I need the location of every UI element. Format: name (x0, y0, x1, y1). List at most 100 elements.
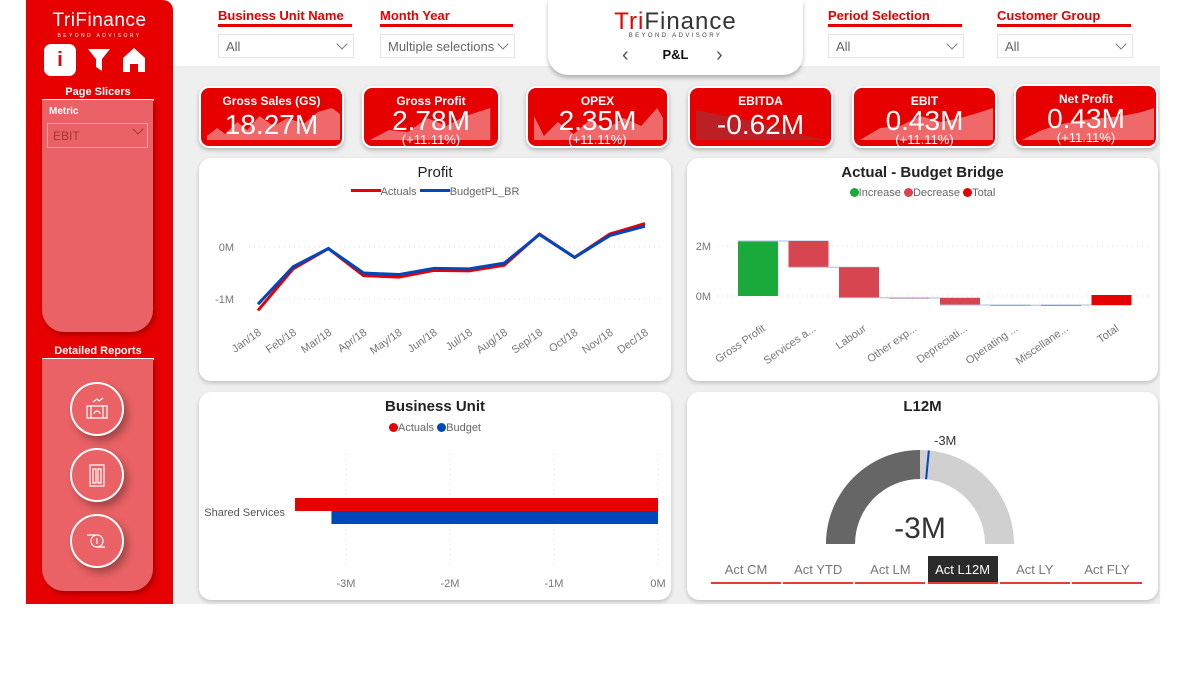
x-tick-label: May/18 (368, 327, 404, 358)
filter-icon[interactable] (83, 44, 115, 76)
gauge-value: -3M (894, 512, 946, 545)
cashflow-report-button[interactable] (70, 514, 124, 568)
legend-actuals: Actuals (397, 422, 435, 434)
kpi-title: EBIT (910, 94, 939, 108)
gauge-fill (826, 450, 920, 544)
waterfall-bar-decrease (940, 298, 980, 305)
sidebar-logo: TriFinance (52, 10, 147, 31)
next-page-button[interactable]: › (716, 44, 723, 66)
kpi-change: (+11.11%) (895, 132, 954, 147)
prev-page-button[interactable]: ‹ (622, 44, 629, 66)
gauge-target-label: -3M (934, 433, 956, 448)
x-tick-label: Total (1095, 323, 1121, 346)
sidebar-logo-tagline: BEYOND ADVISORY (57, 33, 142, 39)
tab-act-ytd[interactable]: Act YTD (783, 556, 854, 584)
slicer-2: Period Selection All (828, 8, 964, 58)
chevron-down-icon (336, 38, 348, 50)
profit-chart-title: Profit (417, 164, 453, 181)
x-tick-label: Jan/18 (230, 327, 264, 356)
slicer-label: Month Year (380, 8, 513, 27)
kpi-value: 18.27M (224, 109, 319, 140)
business-unit-legend: Actuals Budget (199, 422, 671, 434)
l12m-gauge: -3M -3M (826, 433, 1014, 545)
slicer-label: Customer Group (997, 8, 1131, 27)
y-tick-label: 0M (219, 242, 234, 254)
metric-dropdown[interactable]: EBIT (47, 123, 148, 148)
x-tick-label: Jul/18 (444, 327, 475, 354)
document-report-button[interactable] (70, 448, 124, 502)
home-icon[interactable] (118, 44, 150, 76)
kpi-change: (+11.11%) (568, 132, 627, 147)
series-line-budgetpl_br (256, 224, 646, 306)
x-tick-label: Oct/18 (547, 327, 580, 355)
kpi-title: EBITDA (738, 94, 783, 108)
x-tick-label: 0M (650, 578, 665, 590)
legend-swatch-actuals (350, 189, 381, 192)
tab-act-fly[interactable]: Act FLY (1072, 556, 1142, 584)
growth-report-icon (86, 397, 108, 419)
tab-act-cm[interactable]: Act CM (711, 556, 781, 584)
waterfall-bar-increase (738, 241, 778, 296)
header-logo: TriFinance (614, 8, 737, 35)
kpi-card[interactable]: Gross Sales (GS) 18.27M (199, 86, 344, 148)
waterfall-bar-decrease (788, 241, 829, 268)
slicer-value: All (1005, 38, 1020, 54)
metric-value: EBIT (53, 129, 80, 143)
legend-total: Total (972, 187, 996, 199)
page-nav: TriFinance BEYOND ADVISORY ‹ P&L › (548, 0, 803, 75)
legend-increase: Increase (858, 187, 901, 199)
legend-budget: Budget (446, 422, 481, 434)
growth-report-button[interactable] (70, 382, 124, 436)
metric-label: Metric (49, 106, 79, 117)
page-slicers-panel: Metric EBIT (42, 100, 153, 332)
slicer-dropdown[interactable]: All (828, 34, 964, 58)
waterfall-bar-decrease (839, 267, 879, 298)
kpi-sparkline (860, 108, 993, 140)
waterfall-bar-total (1091, 295, 1132, 305)
kpi-card[interactable]: EBITDA -0.62M (688, 86, 833, 148)
kpi-sparkline (370, 108, 491, 140)
kpi-value: 2.35M (558, 105, 637, 136)
slicer-dropdown[interactable]: All (997, 34, 1133, 58)
kpi-card[interactable]: OPEX 2.35M (+11.11%) (526, 86, 669, 148)
x-tick-label: -1M (545, 578, 564, 590)
tab-act-lm[interactable]: Act LM (855, 556, 926, 584)
slicer-value: Multiple selections (388, 38, 495, 54)
x-tick-label: -3M (337, 578, 356, 590)
kpi-card[interactable]: Net Profit 0.43M (+11.11%) (1014, 84, 1158, 148)
kpi-card[interactable]: Gross Profit 2.78M (+11.11%) (362, 86, 500, 148)
bridge-legend: Increase Decrease Total (687, 187, 1158, 199)
x-tick-label: Nov/18 (580, 327, 615, 357)
cashflow-report-icon (87, 534, 105, 548)
tab-act-ly[interactable]: Act LY (999, 556, 1070, 584)
kpi-title: Gross Profit (396, 94, 466, 108)
kpi-title: OPEX (580, 94, 615, 108)
header-logo-tagline: BEYOND ADVISORY (628, 33, 723, 39)
chevron-down-icon (946, 38, 958, 50)
x-tick-label: Depreciati... (915, 323, 970, 367)
bridge-chart-title: Actual - Budget Bridge (841, 164, 1004, 181)
slicer-value: All (836, 38, 851, 54)
detailed-reports-panel (42, 359, 153, 591)
kpi-card[interactable]: EBIT 0.43M (+11.11%) (852, 86, 997, 148)
x-tick-label: Jun/18 (406, 327, 440, 356)
x-tick-label: Miscellane... (1014, 323, 1071, 368)
tab-act-l12m[interactable]: Act L12M (927, 556, 998, 584)
bar-budget (331, 511, 658, 524)
kpi-value: 0.43M (885, 105, 964, 136)
detailed-reports-title: Detailed Reports (42, 345, 154, 360)
slicer-dropdown[interactable]: All (218, 34, 354, 58)
profit-chart-panel: Profit Actuals BudgetPL_BR 0M -1M Jan/18 Fe… (199, 158, 671, 381)
slicer-dropdown[interactable]: Multiple selections (380, 34, 515, 58)
x-tick-label: Gross Profit (713, 323, 767, 366)
y-tick-label: 0M (696, 291, 711, 303)
info-icon[interactable]: i (44, 44, 76, 76)
series-line-actuals (256, 222, 646, 312)
kpi-sparkline (534, 108, 664, 140)
chevron-down-icon (132, 123, 144, 135)
legend-swatch-budget (419, 189, 450, 192)
legend-actuals: Actuals (380, 186, 417, 198)
y-tick-label: -1M (215, 294, 234, 306)
